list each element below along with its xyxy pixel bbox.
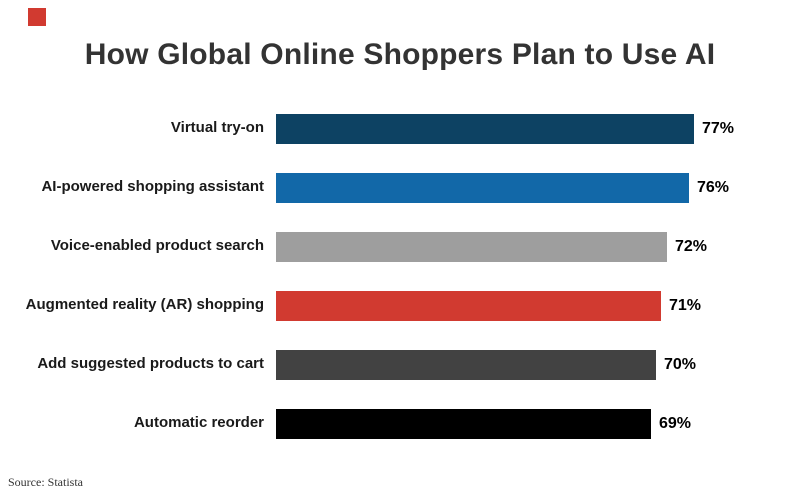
bar-track: 76% xyxy=(276,172,800,203)
bar-row: Add suggested products to cart 70% xyxy=(0,335,800,394)
bar xyxy=(276,113,694,144)
bar-row: AI-powered shopping assistant 76% xyxy=(0,158,800,217)
category-label: Voice-enabled product search xyxy=(50,237,264,255)
source-attribution: Source: Statista xyxy=(8,475,83,489)
value-label: 76% xyxy=(697,178,730,196)
bar-row: Virtual try-on 77% xyxy=(0,99,800,158)
value-label: 69% xyxy=(659,414,692,432)
value-label: 77% xyxy=(702,119,735,137)
bar-track: 77% xyxy=(276,113,800,144)
bar-chart: Virtual try-on 77% AI-powered shopping ass… xyxy=(0,99,800,453)
category-label: Augmented reality (AR) shopping xyxy=(25,296,264,314)
bar xyxy=(276,290,661,321)
bar-row: Automatic reorder 69% xyxy=(0,394,800,453)
bar-track: 71% xyxy=(276,290,800,321)
category-label: AI-powered shopping assistant xyxy=(41,178,264,196)
value-label: 71% xyxy=(669,296,702,314)
category-label: Add suggested products to cart xyxy=(37,355,264,373)
bar xyxy=(276,231,667,262)
bar xyxy=(276,408,651,439)
value-label: 72% xyxy=(675,237,708,255)
chart-title: How Global Online Shoppers Plan to Use A… xyxy=(84,38,716,71)
bar-track: 72% xyxy=(276,231,800,262)
bar-row: Augmented reality (AR) shopping 71% xyxy=(0,276,800,335)
value-label: 70% xyxy=(664,355,697,373)
category-label: Automatic reorder xyxy=(133,414,264,432)
bar-track: 69% xyxy=(276,408,800,439)
bar xyxy=(276,172,689,203)
category-label: Virtual try-on xyxy=(170,119,264,137)
bar-track: 70% xyxy=(276,349,800,380)
brand-mark-square xyxy=(28,8,46,26)
bar-row: Voice-enabled product search 72% xyxy=(0,217,800,276)
bar xyxy=(276,349,656,380)
